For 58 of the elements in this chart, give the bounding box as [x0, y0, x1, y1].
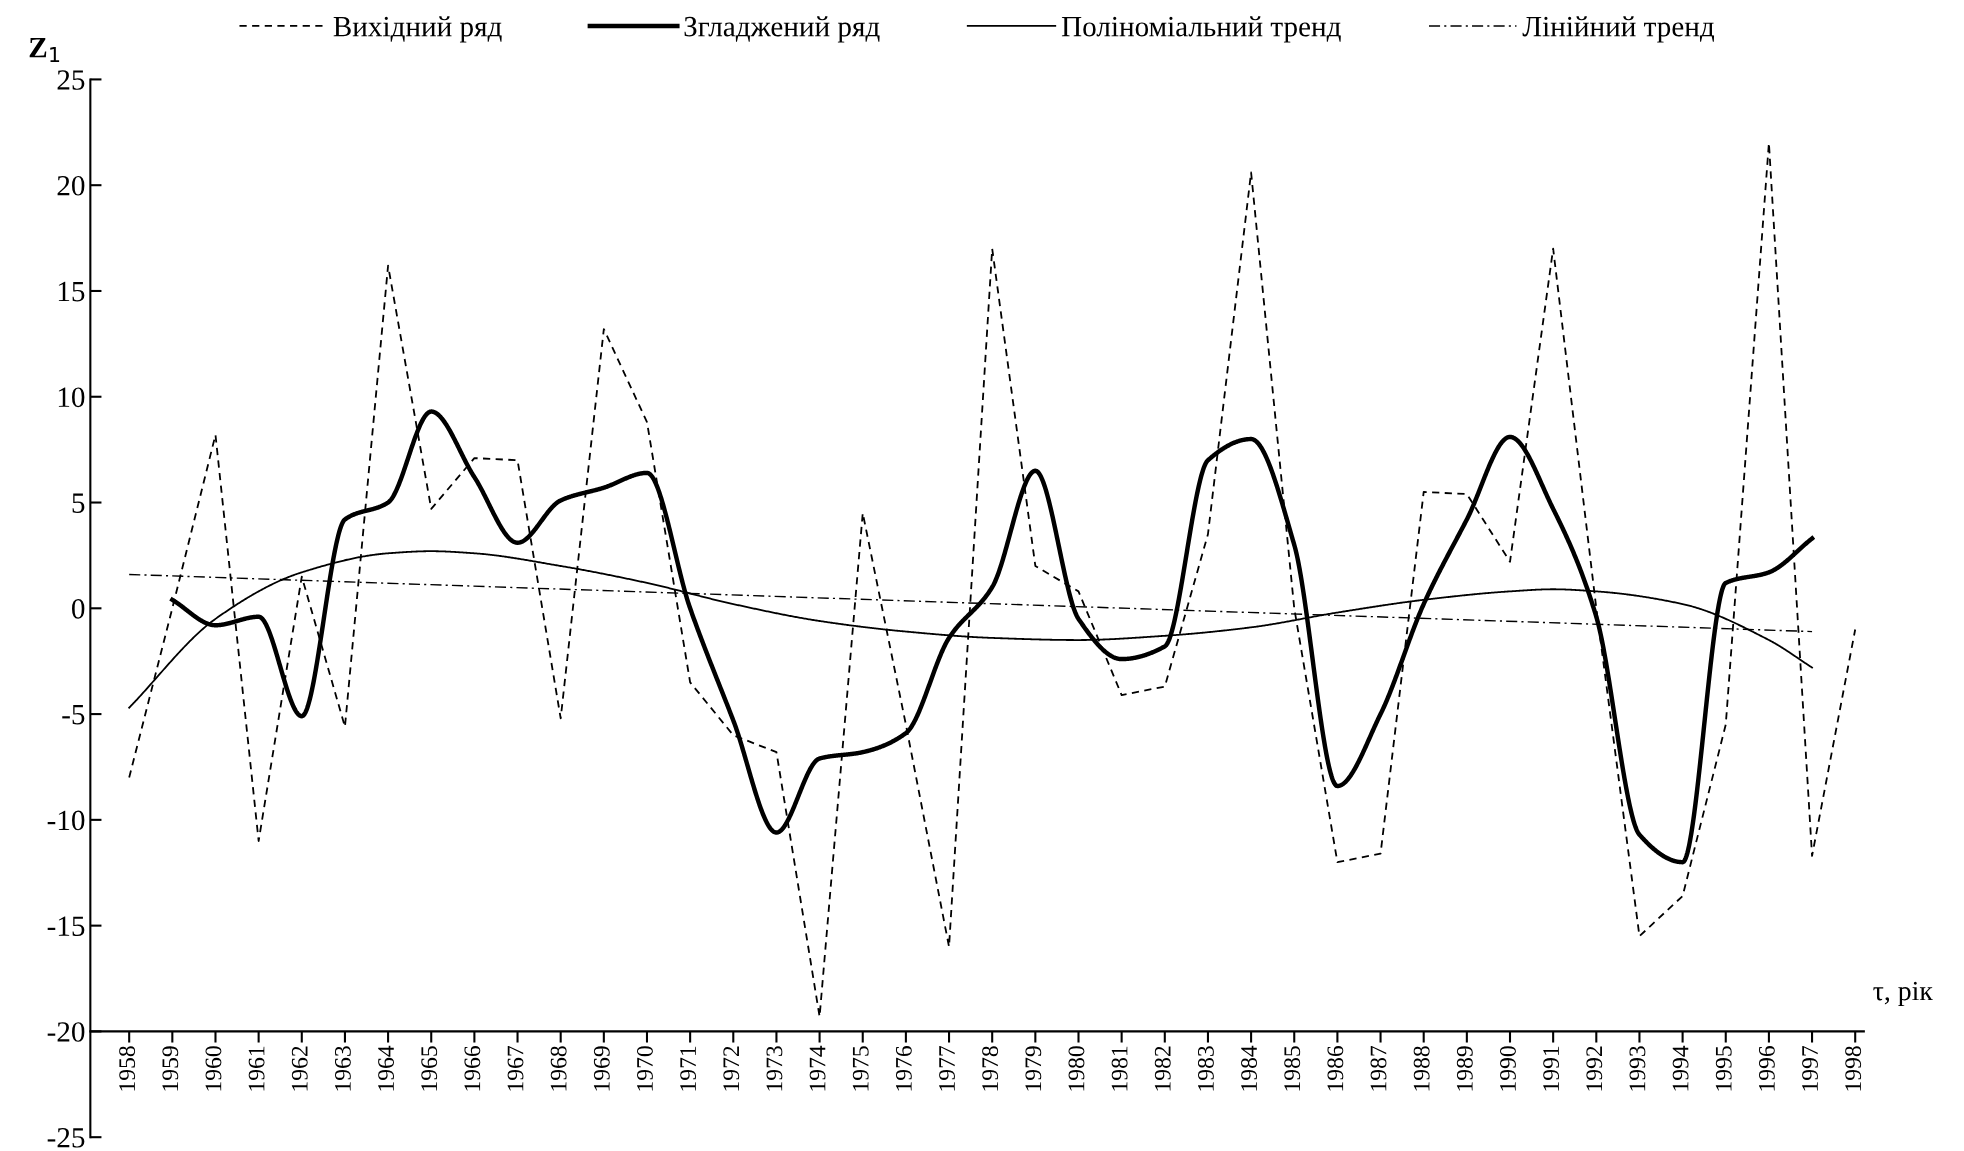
y-tick-label: 0: [72, 599, 85, 619]
x-tick-label: 1994: [1672, 1045, 1689, 1091]
x-tick-label: 1985: [1284, 1046, 1301, 1091]
x-tick-label: 1959: [162, 1046, 179, 1091]
y-tick-label: -15: [47, 916, 85, 937]
y-tick-label: 5: [72, 493, 85, 513]
x-tick-label: 1966: [464, 1046, 481, 1091]
y-tick-label: -10: [47, 810, 85, 831]
x-tick-label: 1971: [680, 1046, 697, 1091]
legend-label: Лінійний тренд: [1522, 16, 1715, 43]
y-tick-label: -5: [62, 705, 85, 725]
x-tick-label: 1974: [809, 1045, 826, 1091]
y-tick-label: -25: [47, 1127, 85, 1148]
x-tick-label: 1993: [1629, 1046, 1646, 1091]
x-tick-label: 1983: [1197, 1046, 1214, 1091]
x-tick-label: 1982: [1154, 1046, 1171, 1091]
legend-label: Згладжений ряд: [684, 16, 880, 43]
y-tick-label: 20: [57, 175, 85, 196]
x-tick-label: 1962: [291, 1046, 308, 1091]
x-tick-label: 1979: [1025, 1046, 1042, 1091]
x-tick-label: 1977: [939, 1045, 955, 1091]
y-tick-label: 25: [57, 70, 85, 90]
x-axis-title: τ, рік: [1873, 981, 1933, 1007]
x-tick-label: 1960: [205, 1046, 222, 1091]
x-tick-label: 1972: [723, 1046, 740, 1091]
y-tick-label: 10: [58, 387, 85, 408]
x-tick-label: 1964: [378, 1045, 394, 1091]
x-tick-label: 1992: [1586, 1046, 1603, 1091]
x-tick-label: 1990: [1499, 1046, 1516, 1091]
x-tick-label: 1969: [593, 1046, 610, 1091]
x-tick-label: 1998: [1845, 1046, 1862, 1091]
legend-label: Поліноміальний тренд: [1061, 16, 1341, 43]
x-tick-label: 1991: [1543, 1046, 1560, 1091]
x-tick-label: 1958: [119, 1046, 136, 1091]
x-tick-label: 1986: [1327, 1046, 1344, 1091]
x-tick-label: 1989: [1456, 1046, 1473, 1091]
x-tick-label: 1978: [982, 1046, 999, 1091]
x-tick-label: 1963: [334, 1046, 351, 1091]
x-tick-label: 1965: [421, 1046, 438, 1091]
y-tick-label: 15: [58, 281, 85, 302]
x-tick-label: 1997: [1802, 1045, 1818, 1091]
x-tick-label: 1976: [895, 1046, 912, 1091]
x-tick-label: 1975: [852, 1046, 869, 1091]
x-tick-label: 1981: [1111, 1046, 1128, 1091]
y-axis-title: Z$_{1}$: [29, 38, 60, 62]
legend-label: Вихідний ряд: [333, 16, 502, 43]
x-tick-label: 1995: [1715, 1046, 1732, 1091]
x-tick-label: 1968: [550, 1046, 567, 1091]
x-tick-label: 1996: [1758, 1046, 1775, 1091]
x-tick-label: 1987: [1370, 1045, 1387, 1091]
x-tick-label: 1961: [248, 1046, 265, 1091]
x-tick-label: 1973: [766, 1046, 783, 1091]
x-tick-label: 1984: [1241, 1045, 1258, 1091]
x-tick-label: 1980: [1068, 1046, 1085, 1091]
y-tick-label: -20: [47, 1022, 85, 1042]
x-tick-label: 1967: [507, 1045, 524, 1091]
x-tick-label: 1970: [636, 1046, 653, 1091]
x-tick-label: 1988: [1413, 1046, 1430, 1091]
